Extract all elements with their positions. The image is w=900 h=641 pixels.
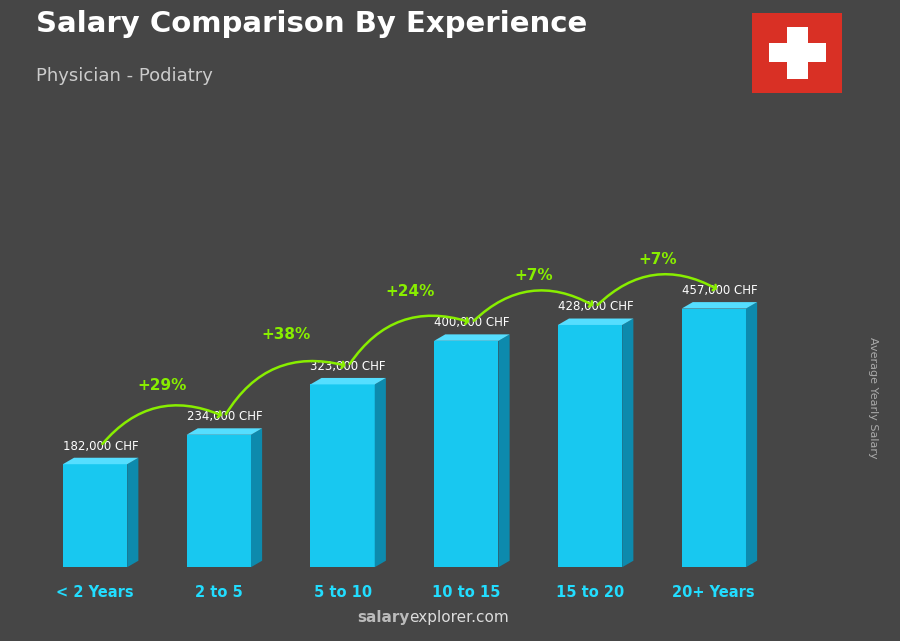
- Polygon shape: [499, 335, 509, 567]
- Text: 234,000 CHF: 234,000 CHF: [186, 410, 262, 423]
- Text: Physician - Podiatry: Physician - Podiatry: [36, 67, 213, 85]
- Text: 400,000 CHF: 400,000 CHF: [434, 316, 509, 329]
- Polygon shape: [374, 378, 386, 567]
- Bar: [769, 44, 826, 63]
- Text: +24%: +24%: [385, 284, 435, 299]
- Text: 457,000 CHF: 457,000 CHF: [681, 284, 757, 297]
- Text: 323,000 CHF: 323,000 CHF: [310, 360, 386, 373]
- Text: +38%: +38%: [262, 328, 310, 342]
- Polygon shape: [63, 464, 127, 567]
- Polygon shape: [310, 385, 374, 567]
- Text: explorer.com: explorer.com: [410, 610, 509, 625]
- Polygon shape: [127, 458, 139, 567]
- Text: +29%: +29%: [138, 378, 187, 393]
- Text: +7%: +7%: [515, 268, 554, 283]
- Polygon shape: [681, 302, 757, 308]
- Bar: [787, 28, 808, 79]
- Text: Salary Comparison By Experience: Salary Comparison By Experience: [36, 10, 587, 38]
- Polygon shape: [63, 458, 139, 464]
- Polygon shape: [746, 302, 757, 567]
- Text: 182,000 CHF: 182,000 CHF: [63, 440, 139, 453]
- Polygon shape: [558, 319, 634, 325]
- Text: 428,000 CHF: 428,000 CHF: [558, 301, 634, 313]
- Polygon shape: [434, 335, 509, 341]
- Polygon shape: [310, 378, 386, 385]
- Polygon shape: [251, 428, 262, 567]
- Polygon shape: [558, 325, 622, 567]
- Polygon shape: [681, 308, 746, 567]
- Polygon shape: [186, 435, 251, 567]
- Polygon shape: [186, 428, 262, 435]
- Text: +7%: +7%: [638, 251, 677, 267]
- Polygon shape: [622, 319, 634, 567]
- Polygon shape: [434, 341, 499, 567]
- Text: salary: salary: [357, 610, 410, 625]
- Text: Average Yearly Salary: Average Yearly Salary: [868, 337, 878, 458]
